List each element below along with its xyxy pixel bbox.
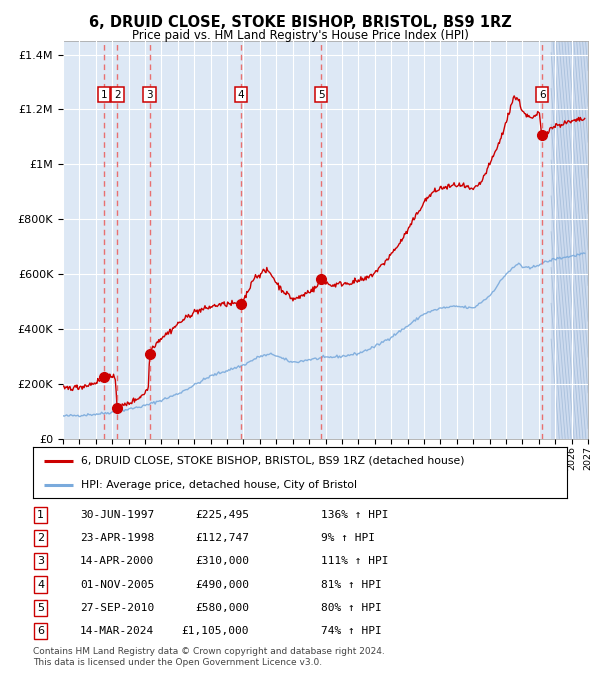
Text: £490,000: £490,000 — [195, 579, 249, 590]
Text: 30-JUN-1997: 30-JUN-1997 — [80, 510, 154, 520]
Text: £580,000: £580,000 — [195, 602, 249, 613]
Text: Contains HM Land Registry data © Crown copyright and database right 2024.: Contains HM Land Registry data © Crown c… — [33, 647, 385, 656]
Text: 27-SEP-2010: 27-SEP-2010 — [80, 602, 154, 613]
Text: 6: 6 — [37, 626, 44, 636]
Text: 3: 3 — [37, 556, 44, 566]
Text: 111% ↑ HPI: 111% ↑ HPI — [321, 556, 389, 566]
Text: 4: 4 — [238, 90, 244, 99]
Text: HPI: Average price, detached house, City of Bristol: HPI: Average price, detached house, City… — [81, 480, 357, 490]
Text: 3: 3 — [146, 90, 153, 99]
Text: 80% ↑ HPI: 80% ↑ HPI — [321, 602, 382, 613]
Text: 2: 2 — [37, 533, 44, 543]
Text: £225,495: £225,495 — [195, 510, 249, 520]
Text: 74% ↑ HPI: 74% ↑ HPI — [321, 626, 382, 636]
Text: 136% ↑ HPI: 136% ↑ HPI — [321, 510, 389, 520]
Text: 81% ↑ HPI: 81% ↑ HPI — [321, 579, 382, 590]
Text: £310,000: £310,000 — [195, 556, 249, 566]
Text: 14-MAR-2024: 14-MAR-2024 — [80, 626, 154, 636]
Text: 6, DRUID CLOSE, STOKE BISHOP, BRISTOL, BS9 1RZ: 6, DRUID CLOSE, STOKE BISHOP, BRISTOL, B… — [89, 15, 511, 30]
Text: £112,747: £112,747 — [195, 533, 249, 543]
Text: 6: 6 — [539, 90, 545, 99]
Text: 4: 4 — [37, 579, 44, 590]
Text: 5: 5 — [37, 602, 44, 613]
Text: £1,105,000: £1,105,000 — [182, 626, 249, 636]
Bar — [551, 41, 588, 439]
Text: This data is licensed under the Open Government Licence v3.0.: This data is licensed under the Open Gov… — [33, 658, 322, 666]
Text: 23-APR-1998: 23-APR-1998 — [80, 533, 154, 543]
Text: 9% ↑ HPI: 9% ↑ HPI — [321, 533, 375, 543]
Text: Price paid vs. HM Land Registry's House Price Index (HPI): Price paid vs. HM Land Registry's House … — [131, 29, 469, 41]
Text: 1: 1 — [101, 90, 107, 99]
Text: 01-NOV-2005: 01-NOV-2005 — [80, 579, 154, 590]
Text: 2: 2 — [114, 90, 121, 99]
Text: 5: 5 — [318, 90, 325, 99]
Text: 6, DRUID CLOSE, STOKE BISHOP, BRISTOL, BS9 1RZ (detached house): 6, DRUID CLOSE, STOKE BISHOP, BRISTOL, B… — [81, 456, 464, 466]
Text: 1: 1 — [37, 510, 44, 520]
Text: 14-APR-2000: 14-APR-2000 — [80, 556, 154, 566]
